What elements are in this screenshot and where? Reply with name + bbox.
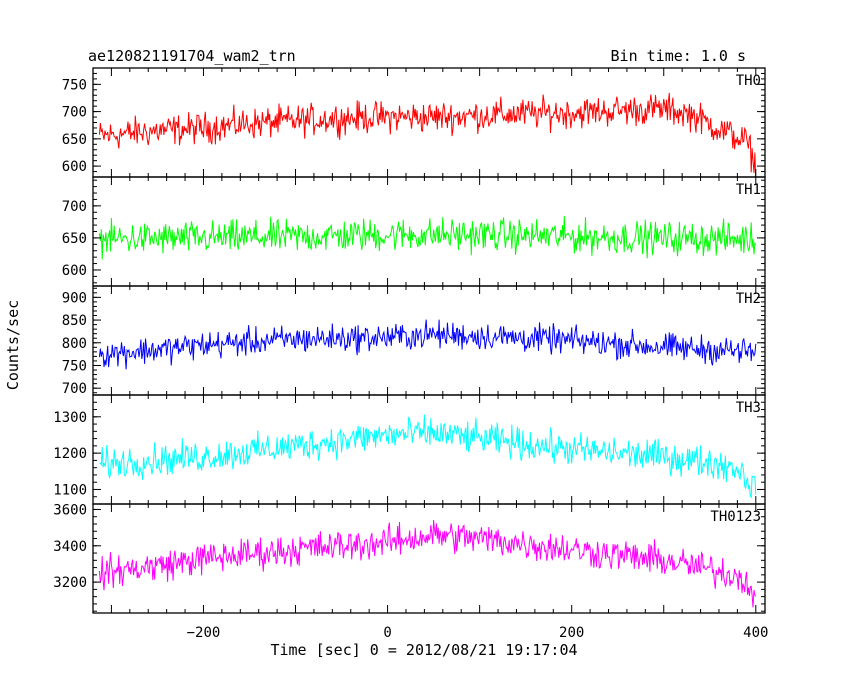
- panel-th0123: 3200 3400 3600 TH0123: [53, 502, 766, 614]
- series-label: TH0: [736, 73, 761, 89]
- y-axis-label: Counts/sec: [4, 300, 22, 390]
- panel-th0: 600 650 700 750 TH0: [62, 67, 766, 178]
- panel-th3: 1100 1200 1300 TH3: [53, 394, 766, 505]
- y-tick-label: 3400: [53, 539, 87, 555]
- y-tick-label: 700: [62, 199, 87, 215]
- x-axis-label: Time [sec] 0 = 2012/08/21 19:17:04: [270, 641, 577, 659]
- x-tick-label: −200: [187, 625, 221, 641]
- panel-frame: [92, 503, 766, 614]
- series-label: TH2: [736, 291, 761, 307]
- series-line-th0: [98, 92, 757, 177]
- x-axis: −200 0 200 400: [187, 625, 769, 641]
- y-tick-label: 1100: [53, 482, 87, 498]
- y-tick-label: 600: [62, 159, 87, 175]
- series-line-th2: [98, 319, 757, 370]
- x-tick-label: 0: [383, 625, 391, 641]
- y-tick-label: 3600: [53, 502, 87, 518]
- series-line-th1: [98, 215, 757, 260]
- panel-th2: 700 750 800 850 900 TH2: [62, 285, 766, 397]
- panels-group: 600 650 700 750 TH0 600 650 700 TH1 700 750 800 850 9…: [53, 67, 766, 614]
- y-tick-label: 1300: [53, 410, 87, 426]
- y-tick-label: 700: [62, 105, 87, 121]
- y-tick-label: 650: [62, 231, 87, 247]
- series-label: TH3: [736, 400, 761, 416]
- y-tick-label: 1200: [53, 446, 87, 462]
- series-line-th3: [99, 414, 757, 499]
- chart-title: ae120821191704_wam2_trn: [88, 47, 296, 65]
- x-tick-label: 400: [743, 625, 768, 641]
- bin-time-label: Bin time: 1.0 s: [611, 47, 746, 65]
- y-tick-label: 850: [62, 313, 87, 329]
- y-tick-label: 700: [62, 381, 87, 397]
- series-label: TH0123: [710, 509, 761, 525]
- y-tick-label: 750: [62, 77, 87, 93]
- series-label: TH1: [736, 182, 761, 198]
- y-tick-label: 650: [62, 132, 87, 148]
- y-tick-label: 800: [62, 336, 87, 352]
- series-line-th0123: [98, 520, 757, 608]
- x-tick-label: 200: [559, 625, 584, 641]
- y-tick-label: 750: [62, 358, 87, 374]
- y-tick-label: 3200: [53, 575, 87, 591]
- y-tick-label: 600: [62, 263, 87, 279]
- panel-th1: 600 650 700 TH1: [62, 176, 766, 287]
- panel-frame: [92, 394, 766, 505]
- y-tick-label: 900: [62, 290, 87, 306]
- panel-frame: [92, 67, 766, 178]
